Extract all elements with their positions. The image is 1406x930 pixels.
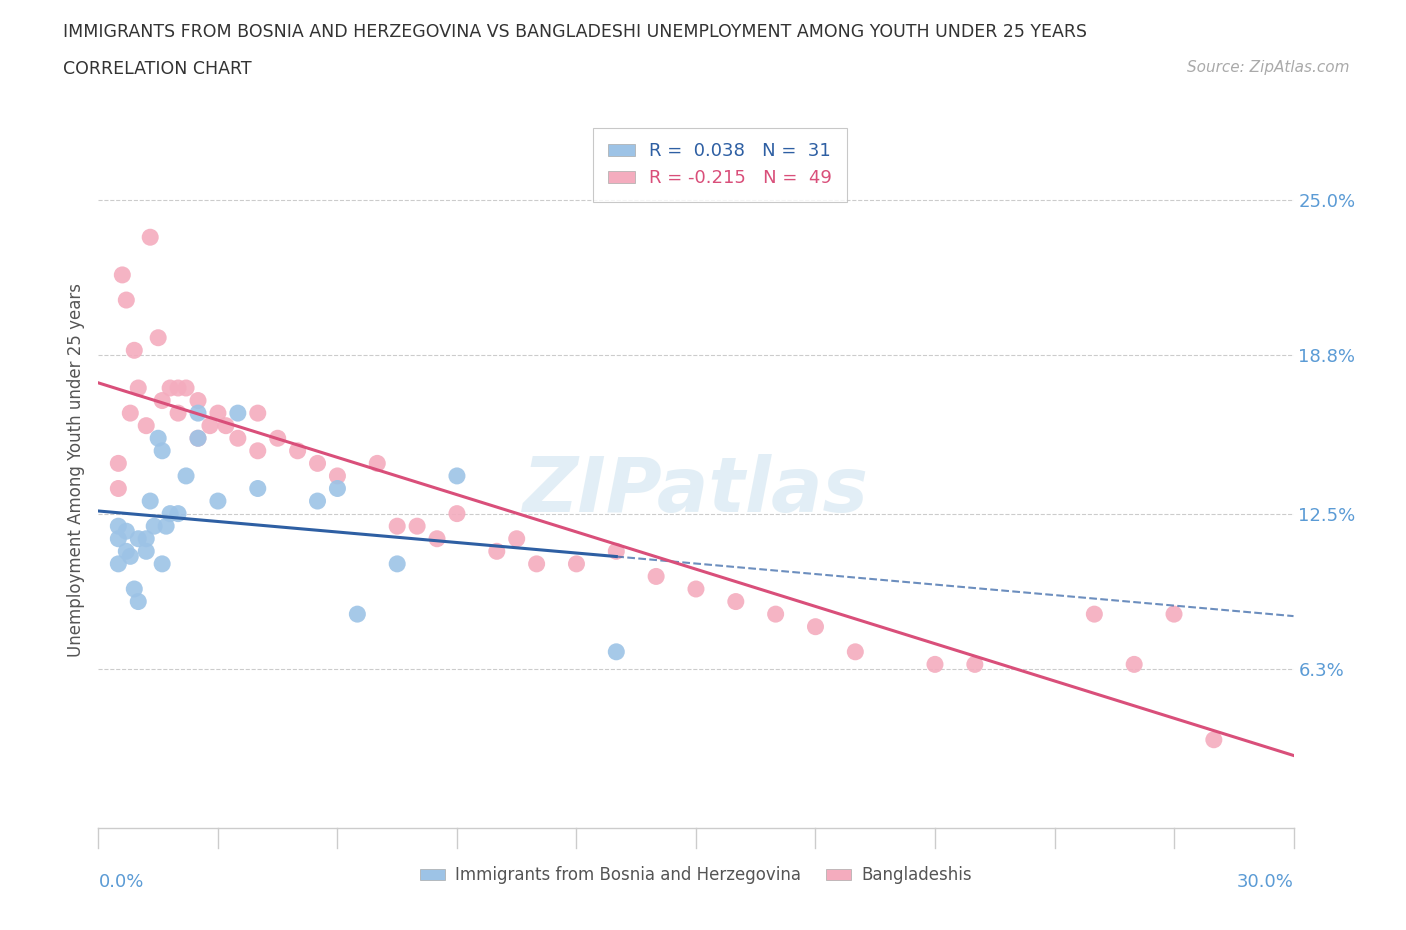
Point [226,405,249,420]
Point [506,531,529,546]
Point [124,343,146,358]
Point [139,230,162,245]
Point [307,494,329,509]
Point [148,330,170,345]
Point [120,405,142,420]
Text: CORRELATION CHART: CORRELATION CHART [63,60,252,78]
Point [198,418,221,433]
Point [107,519,129,534]
Point [174,469,197,484]
Point [326,481,349,496]
Point [187,405,209,420]
Point [107,481,129,496]
Point [307,456,329,471]
Point [326,469,349,484]
Point [605,544,627,559]
Point [246,405,269,420]
Point [605,644,627,659]
Point [127,380,149,395]
Point [215,418,238,433]
Point [139,494,162,509]
Point [287,444,309,458]
Point [187,431,209,445]
Text: 30.0%: 30.0% [1237,873,1294,891]
Point [107,456,129,471]
Point [159,380,181,395]
Point [207,494,229,509]
Point [135,544,157,559]
Point [1083,606,1105,621]
Point [446,506,468,521]
Point [1202,732,1225,747]
Point [150,444,173,458]
Point [167,380,190,395]
Text: ZIPatlas: ZIPatlas [523,454,869,528]
Point [107,531,129,546]
Text: 0.0%: 0.0% [98,873,143,891]
Point [167,405,190,420]
Point [135,418,157,433]
Point [107,556,129,571]
Point [526,556,548,571]
Legend: Immigrants from Bosnia and Herzegovina, Bangladeshis: Immigrants from Bosnia and Herzegovina, … [413,859,979,891]
Point [685,581,707,596]
Point [485,544,508,559]
Text: IMMIGRANTS FROM BOSNIA AND HERZEGOVINA VS BANGLADESHI UNEMPLOYMENT AMONG YOUTH U: IMMIGRANTS FROM BOSNIA AND HERZEGOVINA V… [63,23,1087,41]
Point [143,519,166,534]
Point [406,519,429,534]
Point [115,544,138,559]
Point [1123,657,1146,671]
Point [127,594,149,609]
Point [246,481,269,496]
Point [366,456,388,471]
Point [724,594,747,609]
Point [565,556,588,571]
Point [963,657,986,671]
Point [187,393,209,408]
Point [159,506,181,521]
Point [765,606,787,621]
Point [844,644,866,659]
Point [804,619,827,634]
Point [124,581,146,596]
Point [148,431,170,445]
Point [446,469,468,484]
Point [115,293,138,308]
Point [267,431,290,445]
Point [385,519,409,534]
Point [187,431,209,445]
Point [174,380,197,395]
Point [924,657,946,671]
Point [111,268,134,283]
Point [127,531,149,546]
Point [1163,606,1185,621]
Point [120,549,142,564]
Point [115,524,138,538]
Point [167,506,190,521]
Point [155,519,177,534]
Text: Source: ZipAtlas.com: Source: ZipAtlas.com [1187,60,1350,75]
Point [426,531,449,546]
Point [226,431,249,445]
Point [150,393,173,408]
Point [385,556,409,571]
Point [346,606,368,621]
Point [246,444,269,458]
Point [207,405,229,420]
Y-axis label: Unemployment Among Youth under 25 years: Unemployment Among Youth under 25 years [66,283,84,657]
Point [645,569,668,584]
Point [135,531,157,546]
Point [150,556,173,571]
